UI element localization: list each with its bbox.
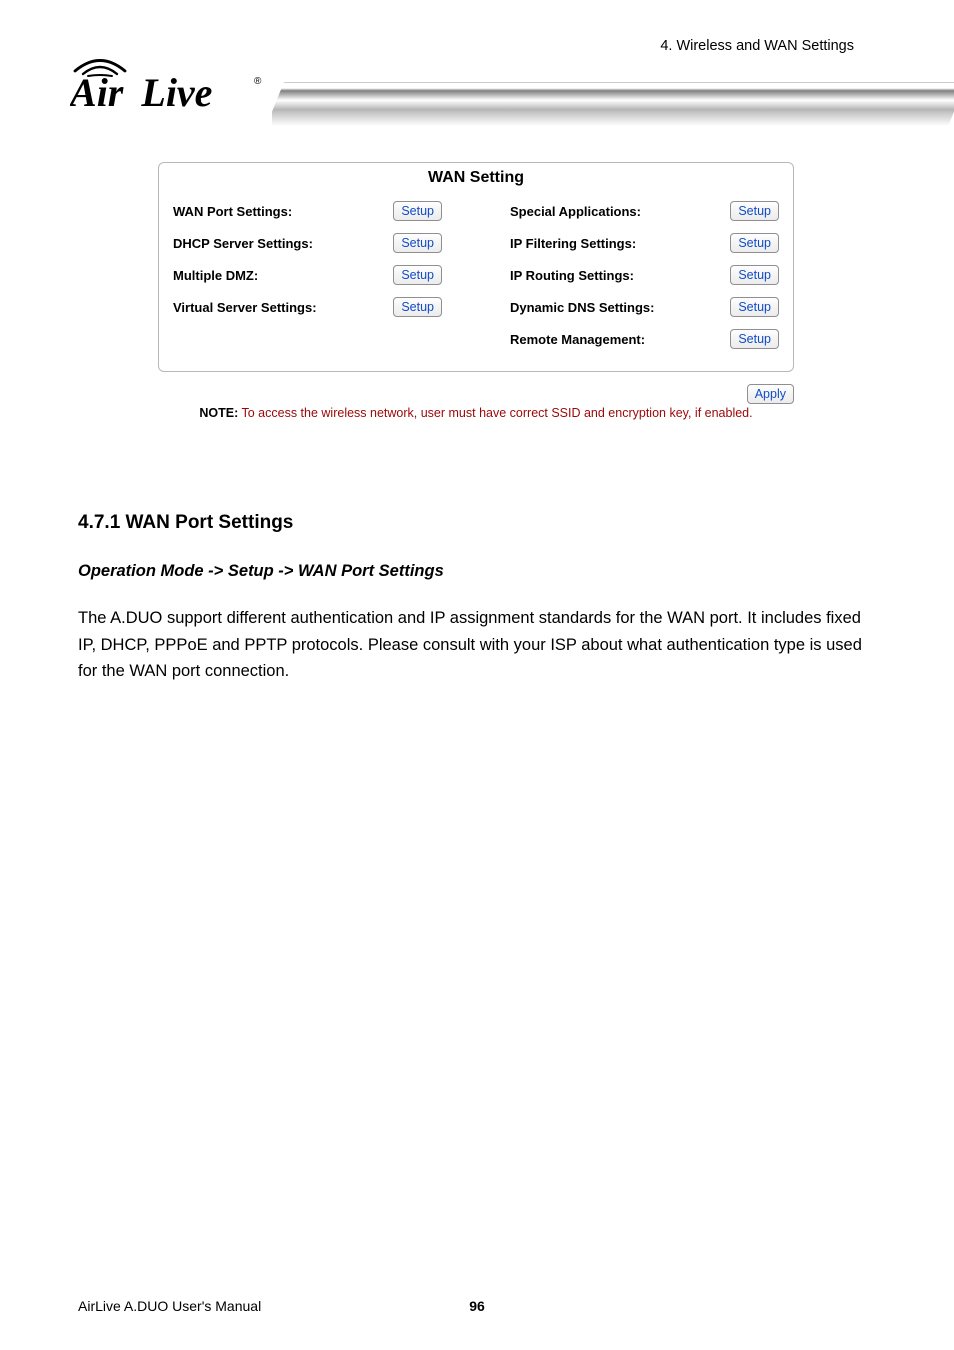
- chapter-label: 4. Wireless and WAN Settings: [660, 38, 854, 54]
- row-ip-filtering: IP Filtering Settings: Setup: [510, 229, 779, 257]
- setup-dynamic-dns-button[interactable]: Setup: [730, 297, 779, 317]
- section-subheading: Operation Mode -> Setup -> WAN Port Sett…: [78, 562, 874, 581]
- note-label: NOTE:: [199, 406, 238, 420]
- label-multiple-dmz: Multiple DMZ:: [173, 268, 258, 283]
- label-ip-filtering: IP Filtering Settings:: [510, 236, 636, 251]
- row-multiple-dmz: Multiple DMZ: Setup: [173, 261, 442, 289]
- panel-title: WAN Setting: [173, 169, 779, 187]
- row-dhcp-server: DHCP Server Settings: Setup: [173, 229, 442, 257]
- setup-wan-port-button[interactable]: Setup: [393, 201, 442, 221]
- setup-dhcp-button[interactable]: Setup: [393, 233, 442, 253]
- setup-ip-filtering-button[interactable]: Setup: [730, 233, 779, 253]
- label-virtual-server: Virtual Server Settings:: [173, 300, 317, 315]
- row-special-apps: Special Applications: Setup: [510, 197, 779, 225]
- row-virtual-server: Virtual Server Settings: Setup: [173, 293, 442, 321]
- row-wan-port: WAN Port Settings: Setup: [173, 197, 442, 225]
- setup-dmz-button[interactable]: Setup: [393, 265, 442, 285]
- setup-remote-mgmt-button[interactable]: Setup: [730, 329, 779, 349]
- svg-text:Air Live: Air Live: [70, 70, 212, 112]
- row-dynamic-dns: Dynamic DNS Settings: Setup: [510, 293, 779, 321]
- setup-special-apps-button[interactable]: Setup: [730, 201, 779, 221]
- airlive-logo: Air Live ®: [70, 50, 270, 112]
- setup-ip-routing-button[interactable]: Setup: [730, 265, 779, 285]
- panel-left-column: WAN Port Settings: Setup DHCP Server Set…: [173, 193, 442, 357]
- apply-button[interactable]: Apply: [747, 384, 794, 404]
- panel-right-column: Special Applications: Setup IP Filtering…: [510, 193, 779, 357]
- section-body: The A.DUO support different authenticati…: [78, 605, 874, 685]
- page-number: 96: [469, 1298, 485, 1314]
- label-special-apps: Special Applications:: [510, 204, 641, 219]
- svg-text:®: ®: [254, 76, 262, 87]
- footer-title: AirLive A.DUO User's Manual: [78, 1298, 261, 1314]
- label-dhcp-server: DHCP Server Settings:: [173, 236, 313, 251]
- section-heading: 4.7.1 WAN Port Settings: [78, 512, 874, 534]
- setup-virtual-server-button[interactable]: Setup: [393, 297, 442, 317]
- label-ip-routing: IP Routing Settings:: [510, 268, 634, 283]
- header-gradient-bar: [272, 82, 954, 126]
- row-ip-routing: IP Routing Settings: Setup: [510, 261, 779, 289]
- label-wan-port: WAN Port Settings:: [173, 204, 292, 219]
- label-remote-mgmt: Remote Management:: [510, 332, 645, 347]
- note-text: To access the wireless network, user mus…: [238, 406, 752, 420]
- row-remote-mgmt: Remote Management: Setup: [510, 325, 779, 353]
- label-dynamic-dns: Dynamic DNS Settings:: [510, 300, 654, 315]
- note-line: NOTE: To access the wireless network, us…: [118, 406, 834, 420]
- wan-setting-panel: WAN Setting WAN Port Settings: Setup DHC…: [158, 162, 794, 372]
